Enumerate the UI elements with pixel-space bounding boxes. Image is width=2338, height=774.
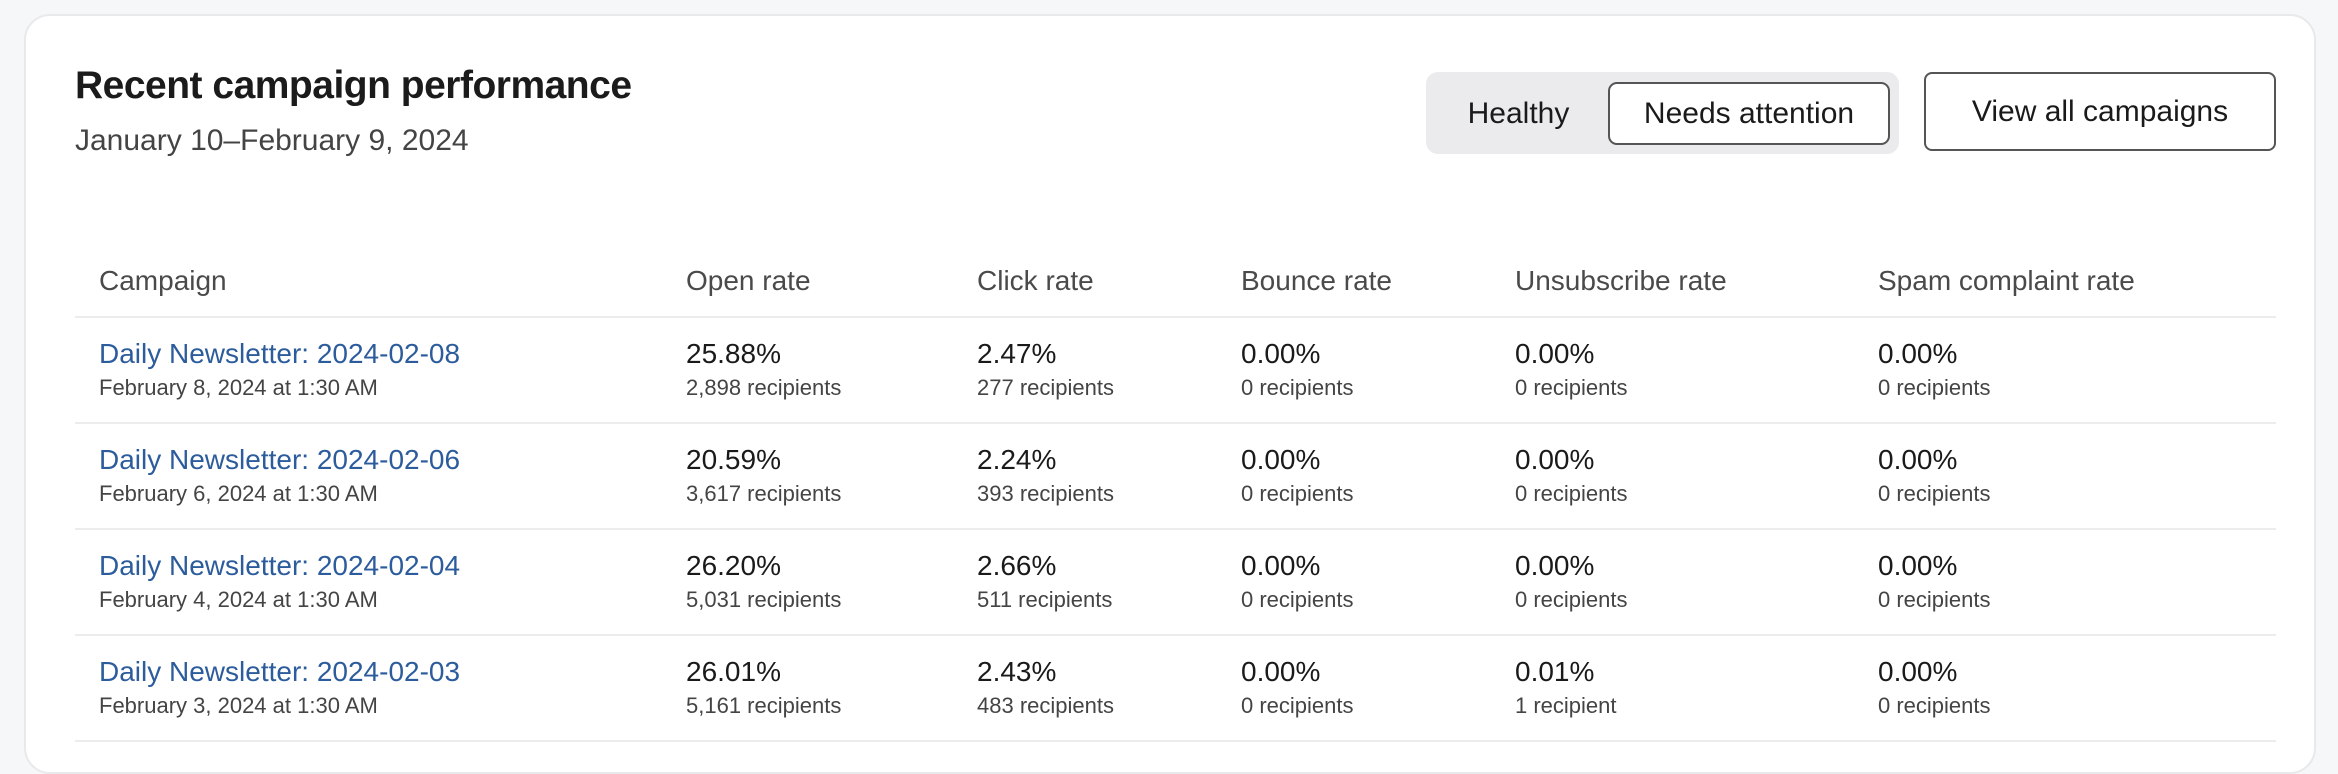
open-rate-recipients: 3,617 recipients — [686, 481, 842, 506]
open-rate-cell: 26.01% 5,161 recipients — [686, 635, 977, 742]
bounce-rate-cell: 0.00% 0 recipients — [1241, 423, 1515, 530]
bounce-rate-value: 0.00% — [1241, 444, 1321, 475]
column-header-spam-complaint-rate: Spam complaint rate — [1878, 246, 2276, 318]
open-rate-value: 25.88% — [686, 338, 781, 369]
column-header-unsubscribe-rate: Unsubscribe rate — [1515, 246, 1878, 318]
bounce-rate-cell: 0.00% 0 recipients — [1241, 635, 1515, 742]
column-header-open-rate: Open rate — [686, 246, 977, 318]
segment-healthy[interactable]: Healthy — [1446, 82, 1591, 145]
table-row: Daily Newsletter: 2024-02-08 February 8,… — [75, 317, 2276, 424]
open-rate-cell: 26.20% 5,031 recipients — [686, 529, 977, 636]
click-rate-cell: 2.66% 511 recipients — [977, 529, 1241, 636]
unsubscribe-rate-value: 0.00% — [1515, 550, 1595, 581]
table-row: Daily Newsletter: 2024-02-03 February 3,… — [75, 635, 2276, 742]
open-rate-cell: 25.88% 2,898 recipients — [686, 317, 977, 424]
campaign-cell: Daily Newsletter: 2024-02-04 February 4,… — [75, 529, 686, 636]
unsubscribe-rate-cell: 0.00% 0 recipients — [1515, 423, 1878, 530]
spam-complaint-rate-cell: 0.00% 0 recipients — [1878, 317, 2276, 424]
bounce-rate-value: 0.00% — [1241, 338, 1321, 369]
column-header-bounce-rate: Bounce rate — [1241, 246, 1515, 318]
click-rate-recipients: 393 recipients — [977, 481, 1114, 506]
bounce-rate-value: 0.00% — [1241, 550, 1321, 581]
spam-complaint-rate-cell: 0.00% 0 recipients — [1878, 635, 2276, 742]
segment-needs-attention[interactable]: Needs attention — [1608, 82, 1890, 145]
campaign-link[interactable]: Daily Newsletter: 2024-02-04 — [99, 550, 461, 581]
spam-complaint-rate-recipients: 0 recipients — [1878, 693, 1991, 718]
click-rate-value: 2.43% — [977, 656, 1057, 687]
bounce-rate-recipients: 0 recipients — [1241, 693, 1354, 718]
open-rate-recipients: 5,161 recipients — [686, 693, 842, 718]
unsubscribe-rate-cell: 0.00% 0 recipients — [1515, 317, 1878, 424]
unsubscribe-rate-recipients: 1 recipient — [1515, 693, 1617, 718]
card-title: Recent campaign performance — [75, 64, 632, 107]
click-rate-recipients: 511 recipients — [977, 587, 1113, 612]
spam-complaint-rate-cell: 0.00% 0 recipients — [1878, 529, 2276, 636]
campaign-table: Campaign Open rate Click rate Bounce rat… — [75, 246, 2276, 742]
table-row: Daily Newsletter: 2024-02-06 February 6,… — [75, 423, 2276, 530]
status-segmented-control: Healthy Needs attention — [1426, 72, 1899, 154]
unsubscribe-rate-value: 0.01% — [1515, 656, 1595, 687]
campaign-performance-card: Recent campaign performance January 10–F… — [24, 14, 2316, 774]
click-rate-recipients: 483 recipients — [977, 693, 1114, 718]
campaign-cell: Daily Newsletter: 2024-02-06 February 6,… — [75, 423, 686, 530]
spam-complaint-rate-cell: 0.00% 0 recipients — [1878, 423, 2276, 530]
unsubscribe-rate-cell: 0.01% 1 recipient — [1515, 635, 1878, 742]
bounce-rate-cell: 0.00% 0 recipients — [1241, 529, 1515, 636]
click-rate-value: 2.47% — [977, 338, 1057, 369]
spam-complaint-rate-value: 0.00% — [1878, 656, 1958, 687]
spam-complaint-rate-recipients: 0 recipients — [1878, 375, 1991, 400]
campaign-cell: Daily Newsletter: 2024-02-03 February 3,… — [75, 635, 686, 742]
bounce-rate-recipients: 0 recipients — [1241, 587, 1354, 612]
campaign-sent-date: February 8, 2024 at 1:30 AM — [99, 375, 378, 400]
campaign-sent-date: February 6, 2024 at 1:30 AM — [99, 481, 378, 506]
table-header-row: Campaign Open rate Click rate Bounce rat… — [75, 246, 2276, 318]
unsubscribe-rate-recipients: 0 recipients — [1515, 587, 1628, 612]
click-rate-recipients: 277 recipients — [977, 375, 1114, 400]
open-rate-value: 26.20% — [686, 550, 781, 581]
bounce-rate-recipients: 0 recipients — [1241, 375, 1354, 400]
open-rate-cell: 20.59% 3,617 recipients — [686, 423, 977, 530]
column-header-click-rate: Click rate — [977, 246, 1241, 318]
campaign-cell: Daily Newsletter: 2024-02-08 February 8,… — [75, 317, 686, 424]
bounce-rate-value: 0.00% — [1241, 656, 1321, 687]
open-rate-recipients: 2,898 recipients — [686, 375, 842, 400]
spam-complaint-rate-recipients: 0 recipients — [1878, 587, 1991, 612]
open-rate-value: 20.59% — [686, 444, 781, 475]
click-rate-value: 2.66% — [977, 550, 1057, 581]
campaign-sent-date: February 3, 2024 at 1:30 AM — [99, 693, 378, 718]
campaign-sent-date: February 4, 2024 at 1:30 AM — [99, 587, 378, 612]
click-rate-cell: 2.47% 277 recipients — [977, 317, 1241, 424]
column-header-campaign: Campaign — [75, 246, 686, 318]
table-row: Daily Newsletter: 2024-02-04 February 4,… — [75, 529, 2276, 636]
unsubscribe-rate-recipients: 0 recipients — [1515, 481, 1628, 506]
click-rate-value: 2.24% — [977, 444, 1057, 475]
click-rate-cell: 2.24% 393 recipients — [977, 423, 1241, 530]
bounce-rate-recipients: 0 recipients — [1241, 481, 1354, 506]
campaign-link[interactable]: Daily Newsletter: 2024-02-08 — [99, 338, 461, 369]
open-rate-value: 26.01% — [686, 656, 781, 687]
unsubscribe-rate-value: 0.00% — [1515, 338, 1595, 369]
unsubscribe-rate-value: 0.00% — [1515, 444, 1595, 475]
unsubscribe-rate-cell: 0.00% 0 recipients — [1515, 529, 1878, 636]
campaign-link[interactable]: Daily Newsletter: 2024-02-06 — [99, 444, 461, 475]
open-rate-recipients: 5,031 recipients — [686, 587, 842, 612]
click-rate-cell: 2.43% 483 recipients — [977, 635, 1241, 742]
campaign-link[interactable]: Daily Newsletter: 2024-02-03 — [99, 656, 461, 687]
date-range: January 10–February 9, 2024 — [75, 124, 469, 157]
view-all-campaigns-button[interactable]: View all campaigns — [1924, 72, 2276, 151]
spam-complaint-rate-recipients: 0 recipients — [1878, 481, 1991, 506]
unsubscribe-rate-recipients: 0 recipients — [1515, 375, 1628, 400]
spam-complaint-rate-value: 0.00% — [1878, 550, 1958, 581]
bounce-rate-cell: 0.00% 0 recipients — [1241, 317, 1515, 424]
spam-complaint-rate-value: 0.00% — [1878, 338, 1958, 369]
spam-complaint-rate-value: 0.00% — [1878, 444, 1958, 475]
